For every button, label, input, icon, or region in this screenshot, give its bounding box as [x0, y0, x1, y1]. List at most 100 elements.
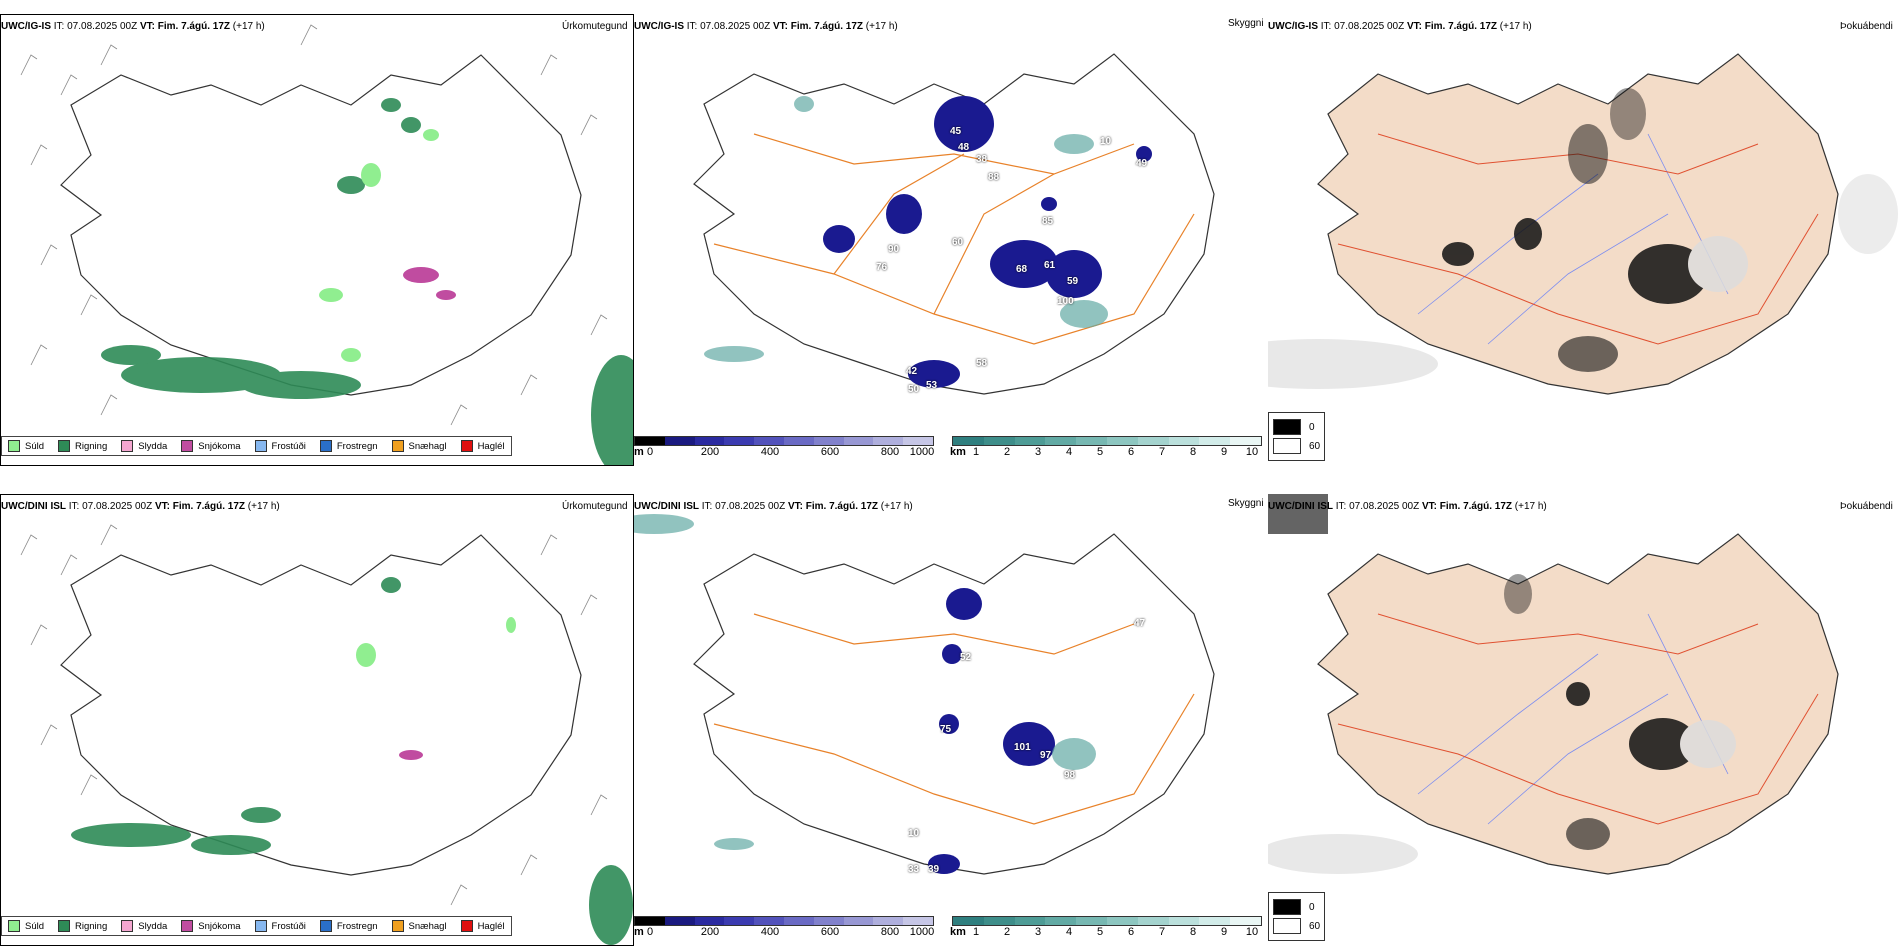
legend-label: Slydda	[138, 440, 168, 452]
ceiling-panel-row2: 75 101 97 98 33 39 10 52 47 m 0 200 400 …	[634, 494, 1266, 944]
ceiling-title: Skyggni	[1228, 18, 1264, 29]
legend-swatch	[391, 440, 404, 452]
tick-label: 5	[1096, 926, 1104, 938]
legend-swatch	[8, 920, 20, 932]
lead-time: (+17 h)	[880, 501, 913, 512]
ceiling-unit: m	[634, 446, 644, 458]
visibility-unit: km	[950, 926, 966, 938]
ceiling-value: 68	[1016, 264, 1028, 275]
tick-label: 8	[1189, 926, 1197, 938]
ceiling-value: 100	[1057, 296, 1074, 307]
legend-label: Súld	[25, 440, 45, 452]
fog-legend-label: 60	[1309, 440, 1321, 452]
tick-label: 7	[1158, 926, 1166, 938]
legend-label: Snæhagl	[408, 440, 447, 452]
iceland-outline	[1317, 53, 1839, 395]
legend-swatch	[254, 920, 267, 932]
lead-time: (+17 h)	[232, 21, 265, 32]
legend-label: Snjókoma	[198, 440, 241, 452]
ceiling-value: 90	[888, 244, 900, 255]
legend-label: Rigning	[75, 440, 108, 452]
tick-label: 600	[820, 926, 840, 938]
legend-label: Rigning	[75, 920, 108, 932]
model-name: UWC/DINI ISL	[1268, 501, 1333, 512]
ceiling-value: 50	[908, 384, 920, 395]
ceiling-value: 38	[976, 154, 988, 165]
model-name: UWC/IG-IS	[1, 21, 51, 32]
visibility-colorbar-swatches	[952, 436, 1262, 446]
ceiling-colorbar: m 0 200 400 600 800 1000	[634, 436, 934, 460]
tick-label: 400	[760, 446, 780, 458]
iceland-outline	[693, 533, 1215, 875]
header-row2-ceiling: UWC/DINI ISL IT: 07.08.2025 00Z VT: Fim.…	[634, 501, 913, 512]
tick-label: 9	[1220, 926, 1228, 938]
visibility-colorbar: km 1 2 3 4 5 6 7 8 9 10	[950, 916, 1262, 940]
valid-time: VT: Fim. 7.ágú. 17Z	[1421, 501, 1512, 512]
fog-legend-row: 0	[1273, 419, 1320, 435]
precip-title: Úrkomutegund	[562, 501, 628, 512]
ceiling-value: 76	[876, 262, 888, 273]
lead-time: (+17 h)	[247, 501, 280, 512]
fog-swatch	[1273, 899, 1301, 915]
legend-label: Frostregn	[336, 920, 378, 932]
drizzle-areas	[356, 617, 516, 667]
ceiling-colorbar-swatches	[634, 436, 934, 446]
fog-title: Þokuábendi	[1840, 21, 1893, 32]
low-ceiling-areas	[928, 588, 1055, 874]
low-visibility-areas	[704, 96, 1108, 362]
legend-item: Súld	[8, 920, 44, 932]
ceiling-value: 101	[1014, 742, 1031, 753]
init-time: IT: 07.08.2025 00Z	[1335, 501, 1420, 512]
drizzle-areas	[319, 129, 439, 362]
ceiling-value: 48	[958, 142, 970, 153]
tick-label: 2	[1003, 446, 1011, 458]
tick-label: 2	[1003, 926, 1011, 938]
visibility-ticks: km 1 2 3 4 5 6 7 8 9 10	[950, 926, 1262, 940]
precip-panel-row2: Súld Rigning Slydda Snjókoma Frostúði Fr…	[0, 494, 634, 946]
legend-swatch	[319, 440, 332, 452]
ceiling-value: 58	[976, 358, 988, 369]
ceiling-map	[693, 53, 1215, 395]
fog-swatch	[1273, 918, 1301, 934]
fog-legend-row: 60	[1273, 918, 1320, 934]
tick-label: 3	[1034, 446, 1042, 458]
iceland-outline	[60, 534, 582, 876]
legend-item: Slydda	[121, 920, 167, 932]
valid-time: VT: Fim. 7.ágú. 17Z	[772, 21, 863, 32]
legend-label: Haglél	[477, 440, 505, 452]
fog-panel-row1: 0 60	[1268, 14, 1900, 464]
wind-barbs	[20, 524, 608, 906]
tick-label: 6	[1127, 446, 1135, 458]
legend-item: Haglél	[460, 440, 505, 452]
legend-label: Snæhagl	[408, 920, 447, 932]
ceiling-value: 33	[908, 864, 920, 875]
legend-label: Haglél	[477, 920, 505, 932]
tick-label: 200	[700, 446, 720, 458]
header-row1-fog: UWC/IG-IS IT: 07.08.2025 00Z VT: Fim. 7.…	[1268, 21, 1532, 32]
snow-areas	[399, 750, 423, 760]
legend-label: Frostregn	[336, 440, 378, 452]
ceiling-map	[634, 514, 1215, 875]
ceiling-unit: m	[634, 926, 644, 938]
valid-time: VT: Fim. 7.ágú. 17Z	[154, 501, 245, 512]
fog-legend: 0 60	[1268, 412, 1326, 461]
legend-item: Súld	[8, 440, 44, 452]
tick-label: 400	[760, 926, 780, 938]
valid-time: VT: Fim. 7.ágú. 17Z	[787, 501, 878, 512]
wind-barbs	[20, 24, 608, 426]
fog-legend-label: 60	[1309, 920, 1321, 932]
tick-label: 4	[1065, 926, 1073, 938]
legend-swatch	[58, 920, 71, 932]
ceiling-title: Skyggni	[1228, 498, 1264, 509]
fog-legend-row: 60	[1273, 438, 1320, 454]
ceiling-value: 42	[906, 366, 918, 377]
ceiling-value: 60	[952, 237, 964, 248]
tick-label: 200	[700, 926, 720, 938]
ceiling-value: 85	[1042, 216, 1054, 227]
model-name: UWC/IG-IS	[634, 21, 684, 32]
legend-item: Rigning	[58, 920, 107, 932]
fog-areas	[1504, 574, 1736, 850]
ceiling-colorbar: m 0 200 400 600 800 1000	[634, 916, 934, 940]
legend-swatch	[460, 440, 473, 452]
legend-label: Súld	[25, 920, 45, 932]
